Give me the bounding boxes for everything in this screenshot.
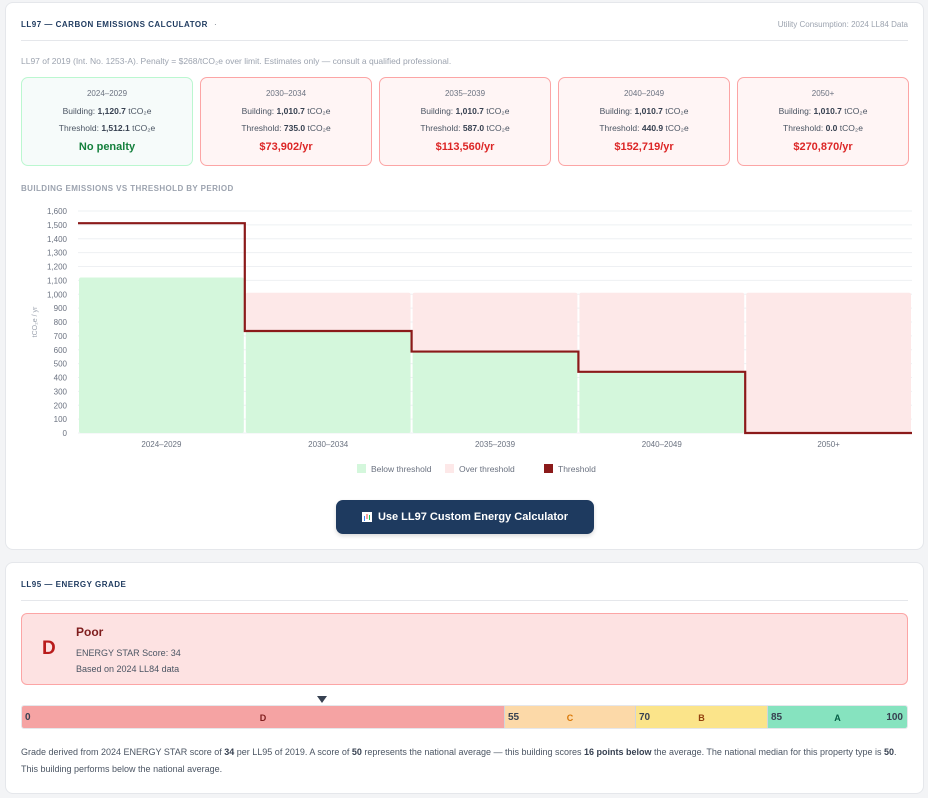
period-name: 2035–2039 — [444, 89, 486, 98]
energy-star-score: ENERGY STAR Score: 34 — [76, 648, 181, 658]
period-name: 2024–2029 — [86, 89, 128, 98]
bar-over-threshold — [412, 292, 578, 352]
scale-end-label: 100 — [886, 712, 903, 723]
y-tick-label: 400 — [54, 374, 68, 383]
segment-letter: A — [834, 713, 841, 723]
segment-letter: B — [698, 713, 705, 723]
ll97-title: LL97 — CARBON EMISSIONS CALCULATOR · — [21, 20, 218, 29]
grade-rating: Poor — [76, 625, 104, 639]
y-tick-label: 700 — [54, 332, 68, 341]
y-tick-label: 300 — [54, 387, 68, 396]
segment-start-label: 55 — [508, 712, 520, 723]
grade-segment-b: 70 B — [635, 706, 767, 728]
y-tick-label: 1,500 — [47, 221, 68, 230]
legend-swatch — [445, 464, 454, 473]
segment-letter: C — [566, 713, 574, 723]
data-basis: Based on 2024 LL84 data — [76, 664, 180, 674]
x-tick-label: 2035–2039 — [475, 440, 516, 449]
x-tick-label: 2024–2029 — [141, 440, 182, 449]
building-emissions: Building: 1,010.7 tCO₂e — [778, 106, 868, 116]
threshold-line — [78, 222, 912, 435]
y-tick-label: 100 — [54, 415, 68, 424]
bar-below-threshold — [245, 331, 411, 433]
grade-summary: D Poor ENERGY STAR Score: 34 Based on 20… — [21, 613, 908, 685]
y-tick-label: 1,000 — [47, 290, 68, 299]
penalty-amount: $113,560/yr — [435, 141, 495, 153]
grade-description: Grade derived from 2024 ENERGY STAR scor… — [21, 747, 897, 774]
score-marker-icon — [317, 696, 327, 703]
grade-scale-bar: 0 D 55 C 70 B 85 A 100 — [21, 705, 908, 729]
data-source-label: Utility Consumption: 2024 LL84 Data — [777, 20, 908, 29]
ll95-title: LL95 — ENERGY GRADE — [21, 580, 127, 589]
threshold-emissions: Threshold: 735.0 tCO₂e — [241, 123, 331, 133]
grade-segment-a: 85 A 100 — [767, 706, 907, 728]
grade-segment-d: 0 D — [22, 706, 504, 728]
bar-below-threshold — [79, 277, 244, 433]
penalty-amount: $73,902/yr — [259, 141, 313, 153]
x-tick-label: 2030–2034 — [308, 440, 349, 449]
period-card-2030-2034: 2030–2034 Building: 1,010.7 tCO₂e Thresh… — [200, 77, 372, 166]
legend-label: Threshold — [558, 464, 596, 474]
period-card-2024-2029: 2024–2029 Building: 1,120.7 tCO₂e Thresh… — [21, 77, 193, 166]
bar-over-threshold — [579, 292, 745, 372]
segment-start-label: 85 — [771, 712, 783, 723]
y-tick-label: 1,400 — [47, 235, 68, 244]
penalty-amount: $152,719/yr — [614, 141, 674, 153]
y-tick-label: 600 — [54, 346, 68, 355]
segment-start-label: 70 — [639, 712, 651, 723]
period-card-2050: 2050+ Building: 1,010.7 tCO₂e Threshold:… — [737, 77, 909, 166]
y-tick-label: 1,200 — [47, 263, 68, 272]
penalty-amount: No penalty — [78, 141, 136, 153]
building-emissions: Building: 1,010.7 tCO₂e — [241, 106, 331, 116]
calculator-button-label: Use LL97 Custom Energy Calculator — [377, 511, 569, 523]
threshold-emissions: Threshold: 440.9 tCO₂e — [599, 123, 689, 133]
building-emissions: Building: 1,010.7 tCO₂e — [420, 106, 510, 116]
y-tick-label: 900 — [54, 304, 68, 313]
y-tick-label: 1,600 — [47, 207, 68, 216]
period-card-2035-2039: 2035–2039 Building: 1,010.7 tCO₂e Thresh… — [379, 77, 551, 166]
penalty-amount: $270,870/yr — [793, 141, 853, 153]
segment-letter: D — [259, 713, 267, 723]
bar-below-threshold — [579, 371, 745, 433]
period-card-2040-2049: 2040–2049 Building: 1,010.7 tCO₂e Thresh… — [558, 77, 730, 166]
period-name: 2030–2034 — [265, 89, 307, 98]
threshold-emissions: Threshold: 1,512.1 tCO₂e — [58, 123, 156, 133]
grade-letter: D — [42, 638, 56, 659]
bar-chart-icon — [361, 512, 372, 522]
y-tick-label: 0 — [63, 429, 68, 438]
bar-over-threshold — [746, 292, 911, 433]
scale-start-label: 0 — [25, 712, 31, 723]
y-tick-label: 1,100 — [47, 276, 68, 285]
chart-section-label: BUILDING EMISSIONS VS THRESHOLD BY PERIO… — [21, 184, 234, 193]
custom-energy-calculator-button[interactable]: Use LL97 Custom Energy Calculator — [336, 500, 594, 534]
threshold-emissions: Threshold: 0.0 tCO₂e — [783, 123, 863, 133]
emissions-chart: 0 100 200 300 400 500 600 700 800 900 1,000 1,100 1,… — [32, 207, 912, 474]
bar-over-threshold — [245, 292, 411, 332]
y-axis-label: tCO₂e / yr — [32, 306, 39, 337]
legend-swatch — [544, 464, 553, 473]
building-emissions: Building: 1,010.7 tCO₂e — [599, 106, 689, 116]
y-tick-label: 800 — [54, 318, 68, 327]
title-separator: · — [213, 20, 218, 29]
period-name: 2050+ — [811, 89, 835, 98]
legend-label: Over threshold — [459, 464, 515, 474]
ll97-header: LL97 — CARBON EMISSIONS CALCULATOR · Util… — [21, 3, 908, 41]
y-tick-label: 500 — [54, 360, 68, 369]
ll97-card: LL97 — CARBON EMISSIONS CALCULATOR · Util… — [5, 2, 924, 550]
period-name: 2040–2049 — [623, 89, 665, 98]
y-tick-label: 1,300 — [47, 249, 68, 258]
x-tick-label: 2040–2049 — [642, 440, 683, 449]
grade-segment-c: 55 C — [504, 706, 635, 728]
legend-label: Below threshold — [371, 464, 432, 474]
bar-below-threshold — [412, 351, 578, 433]
legend-swatch — [357, 464, 366, 473]
threshold-emissions: Threshold: 587.0 tCO₂e — [420, 123, 510, 133]
x-tick-label: 2050+ — [817, 440, 840, 449]
building-emissions: Building: 1,120.7 tCO₂e — [62, 106, 152, 116]
ll95-header: LL95 — ENERGY GRADE — [21, 563, 908, 601]
ll97-disclaimer: LL97 of 2019 (Int. No. 1253-A). Penalty … — [21, 56, 452, 66]
ll95-card: LL95 — ENERGY GRADE D Poor ENERGY STAR S… — [5, 562, 924, 794]
y-tick-label: 200 — [54, 401, 68, 410]
